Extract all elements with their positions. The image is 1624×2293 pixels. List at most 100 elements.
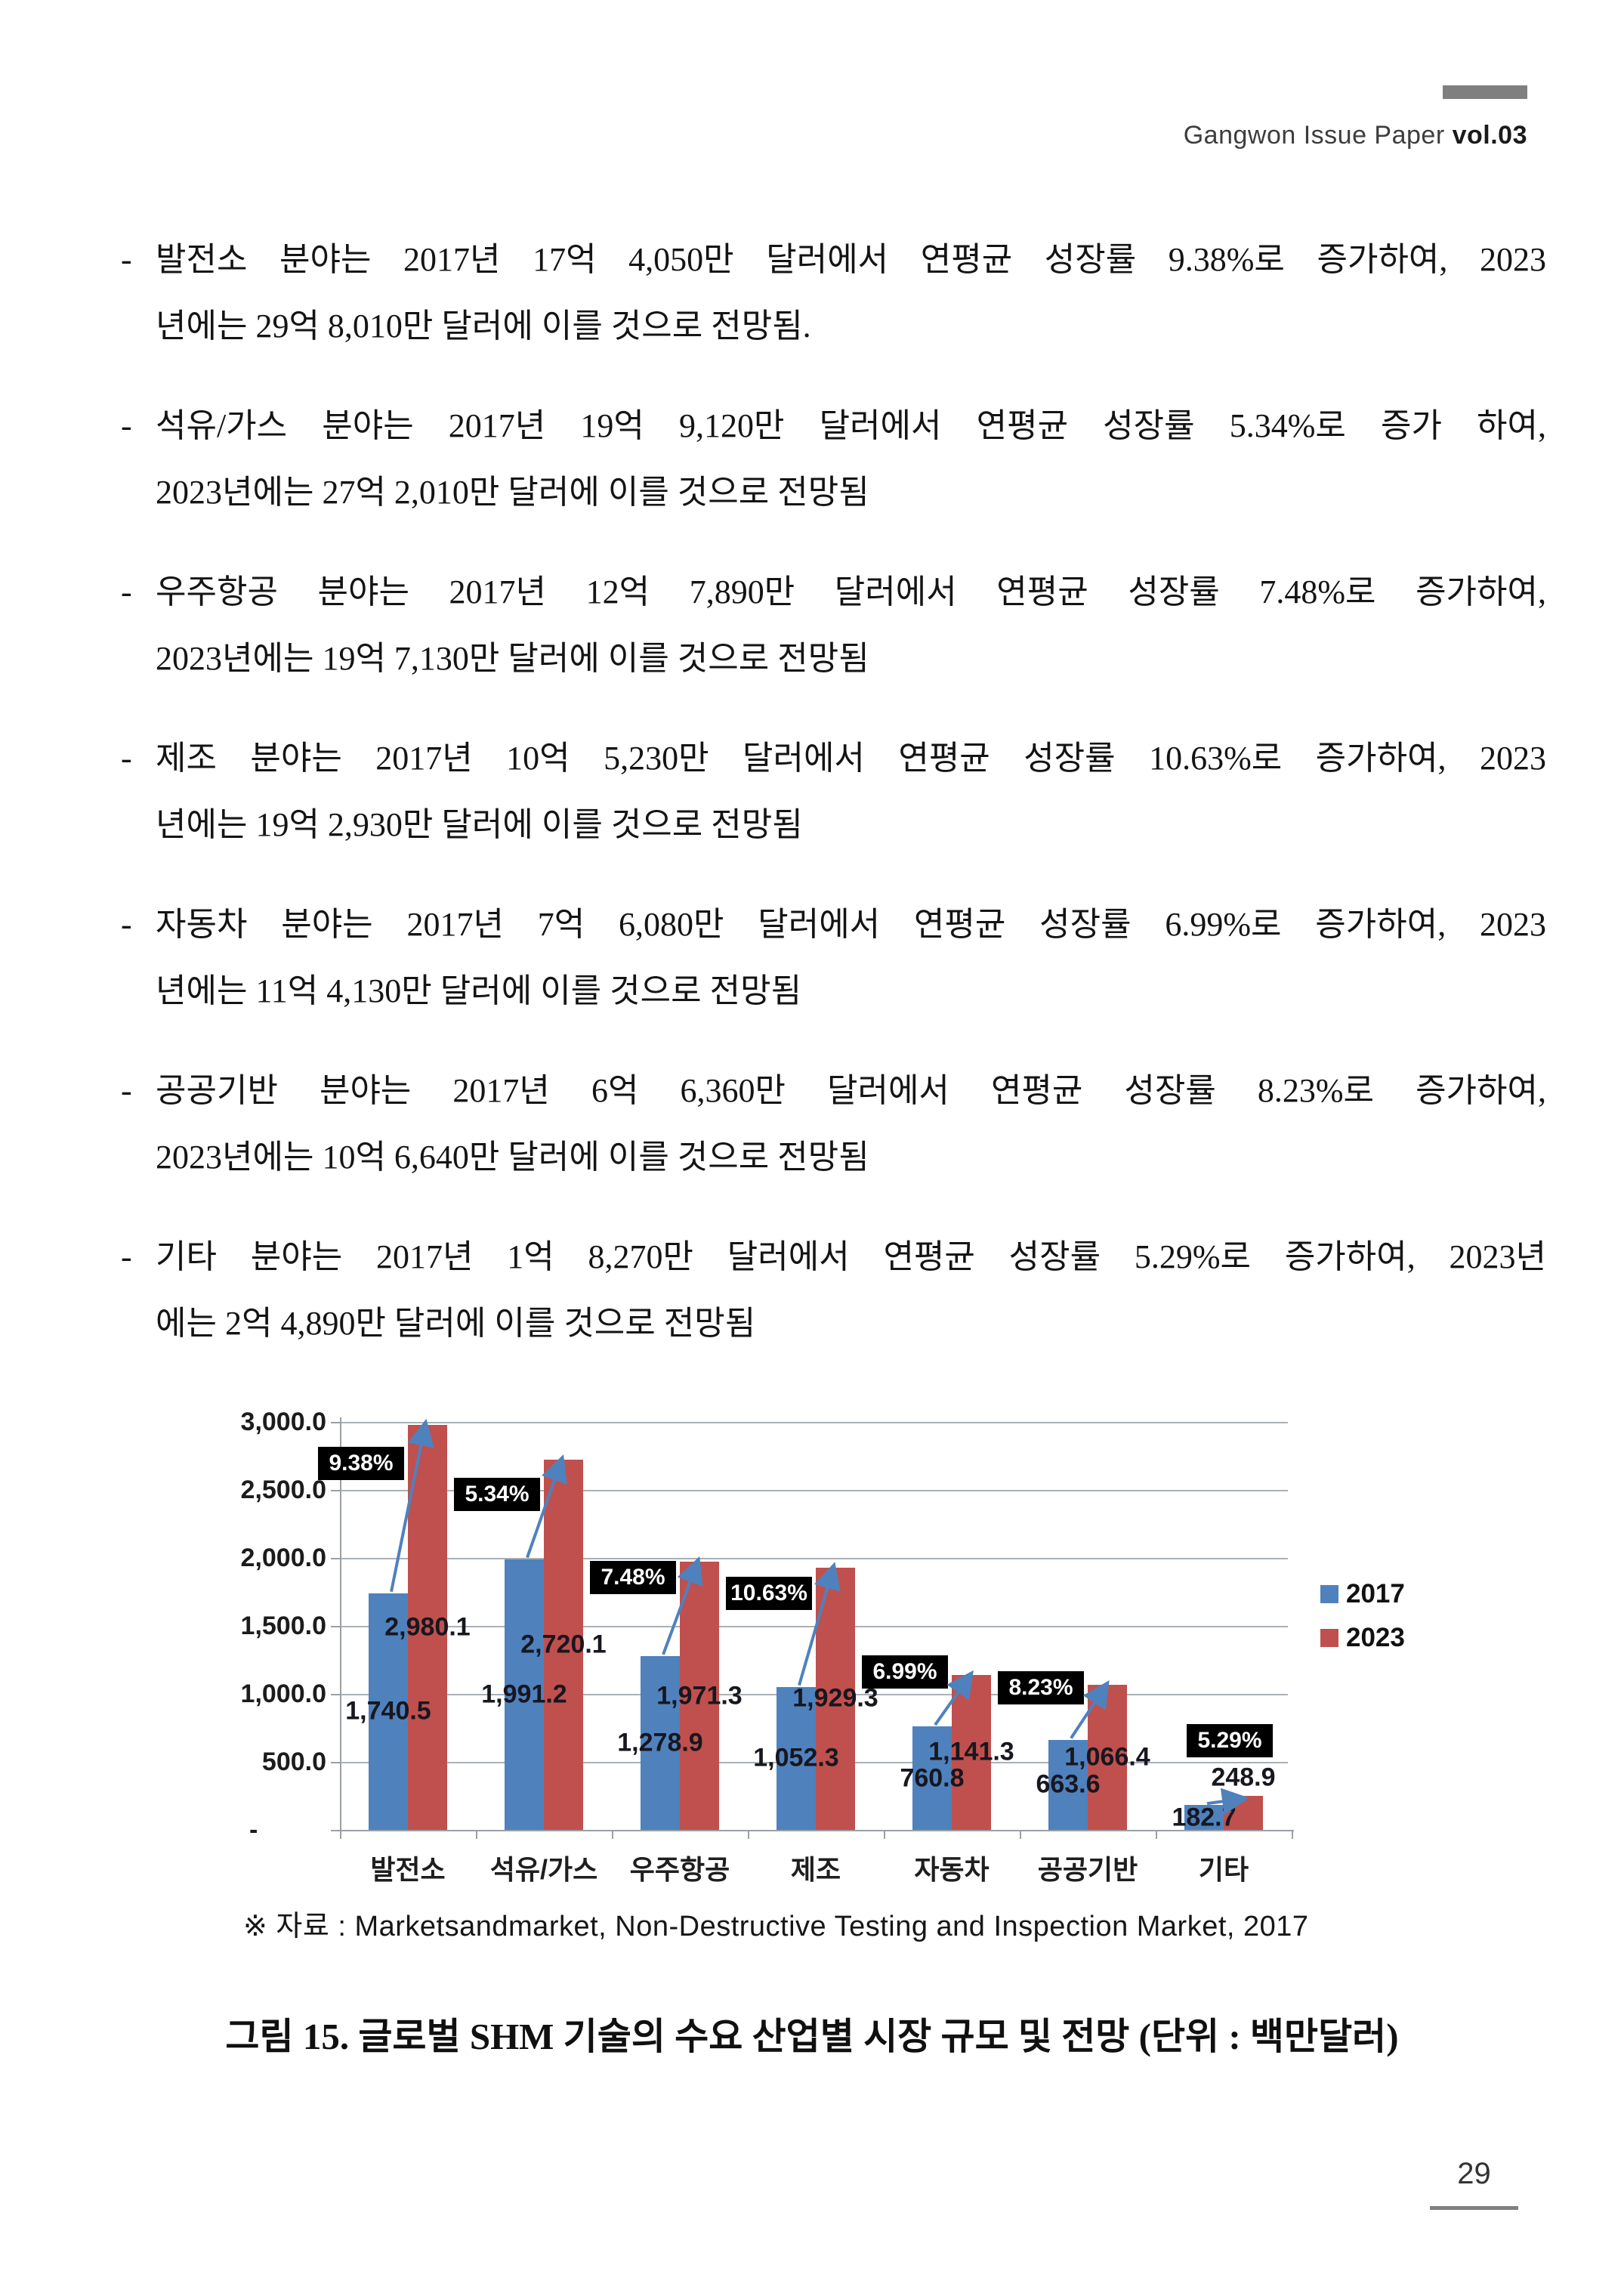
bullet-item: - 제조 분야는 2017년 10억 5,230만 달러에서 연평균 성장률 10…: [121, 725, 1546, 858]
growth-arrow: [390, 1418, 434, 1593]
x-axis-tick: [1156, 1830, 1157, 1839]
y-axis-label: 3,000.0: [240, 1408, 326, 1436]
y-axis-label: 2,500.0: [240, 1476, 326, 1504]
bar-2017: [1048, 1739, 1088, 1830]
category-label: 자동차: [914, 1854, 990, 1885]
bullet-line2: 년에는 11억 4,130만 달러에 이를 것으로 전망됨: [156, 972, 802, 1009]
bar-2017: [369, 1593, 408, 1830]
bullet-dash: -: [121, 740, 132, 777]
chart-source-note: ※ 자료 : Marketsandmarket, Non-Destructive…: [243, 1911, 1309, 1942]
figure-caption: 그림 15. 글로벌 SHM 기술의 수요 산업별 시장 규모 및 전망 (단위…: [225, 2016, 1399, 2057]
y-axis-tick: [331, 1422, 341, 1423]
header-brand: Gangwon Issue Paper: [1183, 121, 1445, 150]
header-title: Gangwon Issue Paper vol.03: [1184, 121, 1527, 150]
bar-2023: [544, 1460, 583, 1830]
bullet-line2: 년에는 29억 8,010만 달러에 이를 것으로 전망됨.: [156, 307, 811, 345]
growth-callout: 5.29%: [1187, 1724, 1273, 1758]
bullet-item: - 자동차 분야는 2017년 7억 6,080만 달러에서 연평균 성장률 6.…: [121, 892, 1546, 1024]
legend-label: 2023: [1346, 1623, 1405, 1652]
gridline: [340, 1422, 1288, 1423]
y-axis-label: 1,000.0: [240, 1680, 326, 1708]
bullet-line1: 공공기반 분야는 2017년 6억 6,360만 달러에서 연평균 성장률 8.…: [156, 1072, 1546, 1109]
header-accent-bar: [1443, 85, 1527, 99]
growth-callout: 7.48%: [590, 1560, 676, 1594]
bullet-dash: -: [121, 407, 132, 444]
category-label: 공공기반: [1037, 1854, 1138, 1885]
bar-2017: [1184, 1805, 1224, 1830]
bullet-line2: 에는 2억 4,890만 달러에 이를 것으로 전망됨: [156, 1305, 756, 1342]
bar-value-2023: 2,720.1: [520, 1630, 607, 1659]
bar-value-2023: 248.9: [1211, 1763, 1276, 1792]
x-axis-tick: [884, 1830, 885, 1839]
x-axis-tick: [748, 1830, 749, 1839]
bullet-line1: 기타 분야는 2017년 1억 8,270만 달러에서 연평균 성장률 5.29…: [156, 1238, 1546, 1275]
bar-value-2023: 2,980.1: [384, 1612, 471, 1642]
growth-callout: 9.38%: [318, 1447, 404, 1481]
page-number: 29: [1457, 2157, 1491, 2190]
bar-2017: [505, 1559, 544, 1830]
growth-arrow: [526, 1454, 568, 1559]
bullet-line1: 자동차 분야는 2017년 7억 6,080만 달러에서 연평균 성장률 6.9…: [156, 906, 1546, 943]
x-axis-tick: [476, 1830, 477, 1839]
bullet-dash: -: [121, 241, 132, 278]
y-axis-tick: [331, 1762, 341, 1763]
growth-callout: 10.63%: [726, 1577, 812, 1611]
bullet-line2: 2023년에는 27억 2,010만 달러에 이를 것으로 전망됨: [156, 474, 869, 511]
bar-2017: [641, 1655, 680, 1830]
bullet-item: - 석유/가스 분야는 2017년 19억 9,120만 달러에서 연평균 성장률…: [121, 393, 1546, 526]
bullet-list: - 발전소 분야는 2017년 17억 4,050만 달러에서 연평균 성장률 9…: [121, 227, 1546, 1390]
bullet-dash: -: [121, 1238, 132, 1275]
category-label: 우주항공: [629, 1854, 730, 1885]
bar-chart: 3,000.0 2,500.0 2,000.0 1,500.0 1,000.0 500.0…: [227, 1408, 1480, 1902]
growth-arrow-layer: [390, 1418, 1249, 1816]
bullet-dash: -: [121, 906, 132, 943]
bar-value-2023: 1,929.3: [792, 1683, 878, 1713]
growth-arrow: [798, 1562, 841, 1686]
category-label: 기타: [1198, 1854, 1249, 1885]
y-axis-tick: [331, 1558, 341, 1559]
legend-item: 2017: [1320, 1579, 1405, 1609]
bullet-line2: 년에는 19억 2,930만 달러에 이를 것으로 전망됨: [156, 806, 803, 843]
bar-value-2023: 1,141.3: [928, 1737, 1014, 1766]
bullet-item: - 공공기반 분야는 2017년 6억 6,360만 달러에서 연평균 성장률 8…: [121, 1058, 1546, 1191]
legend-swatch: [1320, 1585, 1338, 1603]
y-axis-label: 1,500.0: [240, 1612, 326, 1640]
legend-item: 2023: [1320, 1623, 1405, 1653]
bullet-line1: 제조 분야는 2017년 10억 5,230만 달러에서 연평균 성장률 10.…: [156, 740, 1546, 777]
bar-2023: [408, 1424, 447, 1830]
y-axis-label: 500.0: [261, 1748, 326, 1776]
gridline: [340, 1626, 1288, 1627]
y-axis-label: -: [249, 1816, 258, 1844]
bullet-line1: 발전소 분야는 2017년 17억 4,050만 달러에서 연평균 성장률 9.…: [156, 241, 1546, 278]
bar-value-2017: 1,052.3: [753, 1743, 839, 1772]
bullet-dash: -: [121, 573, 132, 610]
bullet-item: - 발전소 분야는 2017년 17억 4,050만 달러에서 연평균 성장률 9…: [121, 227, 1546, 360]
category-label: 석유/가스: [489, 1854, 598, 1885]
bar-2017: [912, 1726, 952, 1830]
category-label: 발전소: [370, 1854, 446, 1885]
growth-arrow: [1070, 1680, 1110, 1739]
bar-value-2017: 1,991.2: [481, 1680, 567, 1709]
bar-value-2017: 760.8: [900, 1763, 965, 1793]
bullet-item: - 우주항공 분야는 2017년 12억 7,890만 달러에서 연평균 성장률 …: [121, 559, 1546, 692]
bar-value-2017: 1,740.5: [345, 1696, 431, 1726]
legend-swatch: [1320, 1629, 1338, 1647]
bar-value-2017: 1,278.9: [617, 1728, 703, 1757]
bar-2017: [776, 1686, 816, 1830]
y-axis-line: [340, 1417, 341, 1831]
chart-legend: 2017 2023: [1320, 1579, 1405, 1667]
y-axis-tick: [331, 1694, 341, 1695]
growth-arrow: [662, 1556, 703, 1655]
page-number-rule: [1430, 2206, 1518, 2210]
gridline: [340, 1558, 1288, 1559]
y-axis-tick: [331, 1490, 341, 1491]
bar-value-2017: 663.6: [1036, 1769, 1101, 1799]
growth-callout: 6.99%: [862, 1655, 948, 1689]
growth-arrow: [1206, 1788, 1249, 1816]
x-axis-tick: [1020, 1830, 1021, 1839]
growth-callout: 5.34%: [454, 1478, 540, 1512]
bar-value-2023: 1,066.4: [1064, 1742, 1150, 1772]
bullet-item: - 기타 분야는 2017년 1억 8,270만 달러에서 연평균 성장률 5.2…: [121, 1224, 1546, 1357]
growth-arrow: [934, 1670, 974, 1726]
bullet-dash: -: [121, 1072, 132, 1109]
